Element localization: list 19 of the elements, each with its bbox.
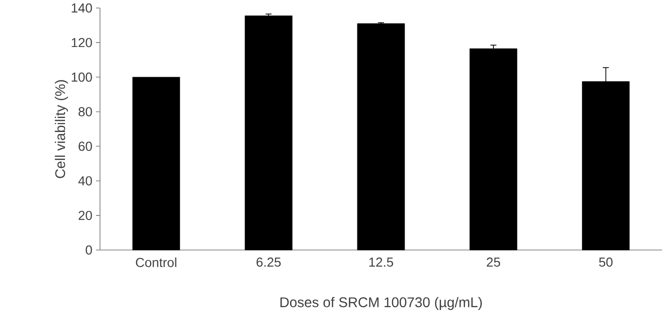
y-tick-label: 80: [78, 107, 92, 116]
x-tick-label: 25: [486, 258, 500, 267]
y-tick-label: 0: [86, 245, 92, 255]
y-tick-label: 20: [78, 210, 92, 220]
bar: [470, 48, 518, 250]
x-axis-title: Doses of SRCM 100730 (µg/mL): [280, 296, 482, 310]
x-tick-label: 12.5: [369, 258, 394, 267]
bar: [244, 16, 292, 250]
x-tick-label: 50: [599, 258, 613, 267]
y-axis-title: Cell viability (%): [54, 80, 68, 178]
bar: [132, 76, 180, 250]
x-tick-label: Control: [136, 258, 176, 268]
y-tick-label: 120: [72, 38, 92, 48]
y-tick-label: 100: [72, 72, 92, 82]
x-tick-label: 6.25: [256, 258, 281, 267]
y-tick-label: 60: [78, 142, 92, 151]
y-tick-label: 140: [72, 3, 92, 13]
bar: [357, 23, 405, 250]
y-tick-label: 40: [78, 176, 92, 186]
